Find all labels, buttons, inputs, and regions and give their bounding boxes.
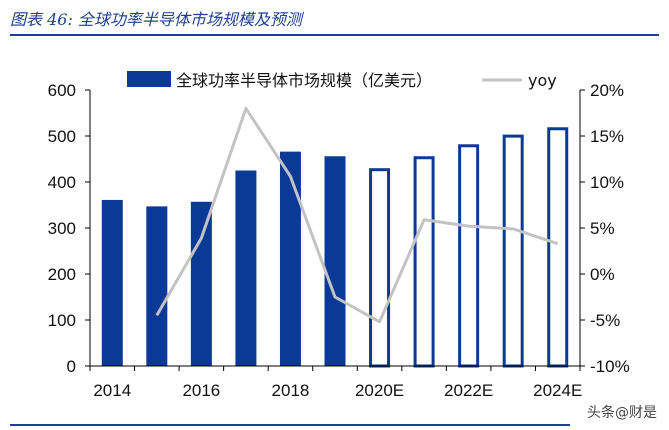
legend-label-yoy: yoy (528, 71, 557, 90)
bar (190, 201, 212, 366)
figure-title: 图表 46: 全球功率半导体市场规模及预测 (10, 10, 302, 29)
x-tick-label: 2018 (272, 381, 310, 400)
y-right-tick-label: -10% (590, 357, 630, 376)
y-right-tick-label: 15% (590, 127, 624, 146)
y-left-tick-label: 300 (48, 219, 76, 238)
y-right-tick-label: -5% (590, 311, 620, 330)
y-right-tick-label: 10% (590, 173, 624, 192)
x-tick-label: 2016 (182, 381, 220, 400)
bar-forecast (369, 168, 391, 368)
x-tick-label: 2014 (93, 381, 131, 400)
bar-forecast (547, 127, 569, 368)
y-right-tick-label: 5% (590, 219, 615, 238)
y-right-tick-label: 0% (590, 265, 615, 284)
bar (235, 170, 257, 366)
footer-rule (10, 424, 570, 426)
y-left-tick-label: 400 (48, 173, 76, 192)
bar (324, 156, 346, 366)
bar (279, 151, 301, 366)
x-tick-label: 2022E (444, 381, 493, 400)
x-tick-label: 2024E (533, 381, 582, 400)
legend-label-market-size: 全球功率半导体市场规模（亿美元） (176, 71, 432, 90)
bar-forecast (413, 156, 435, 368)
bar-forecast (458, 144, 480, 368)
bar (101, 199, 123, 366)
yoy-line (155, 106, 559, 324)
y-right-tick-label: 20% (590, 81, 624, 100)
legend-swatch-bar (127, 71, 171, 87)
bar-forecast (502, 134, 524, 368)
title-rule (10, 34, 659, 36)
y-left-tick-label: 100 (48, 311, 76, 330)
y-left-tick-label: 500 (48, 127, 76, 146)
y-left-tick-label: 0 (67, 357, 76, 376)
x-tick-label: 2020E (355, 381, 404, 400)
y-left-tick-label: 600 (48, 81, 76, 100)
y-left-tick-label: 200 (48, 265, 76, 284)
watermark: 头条@财是 (587, 405, 657, 421)
bar (146, 206, 168, 366)
